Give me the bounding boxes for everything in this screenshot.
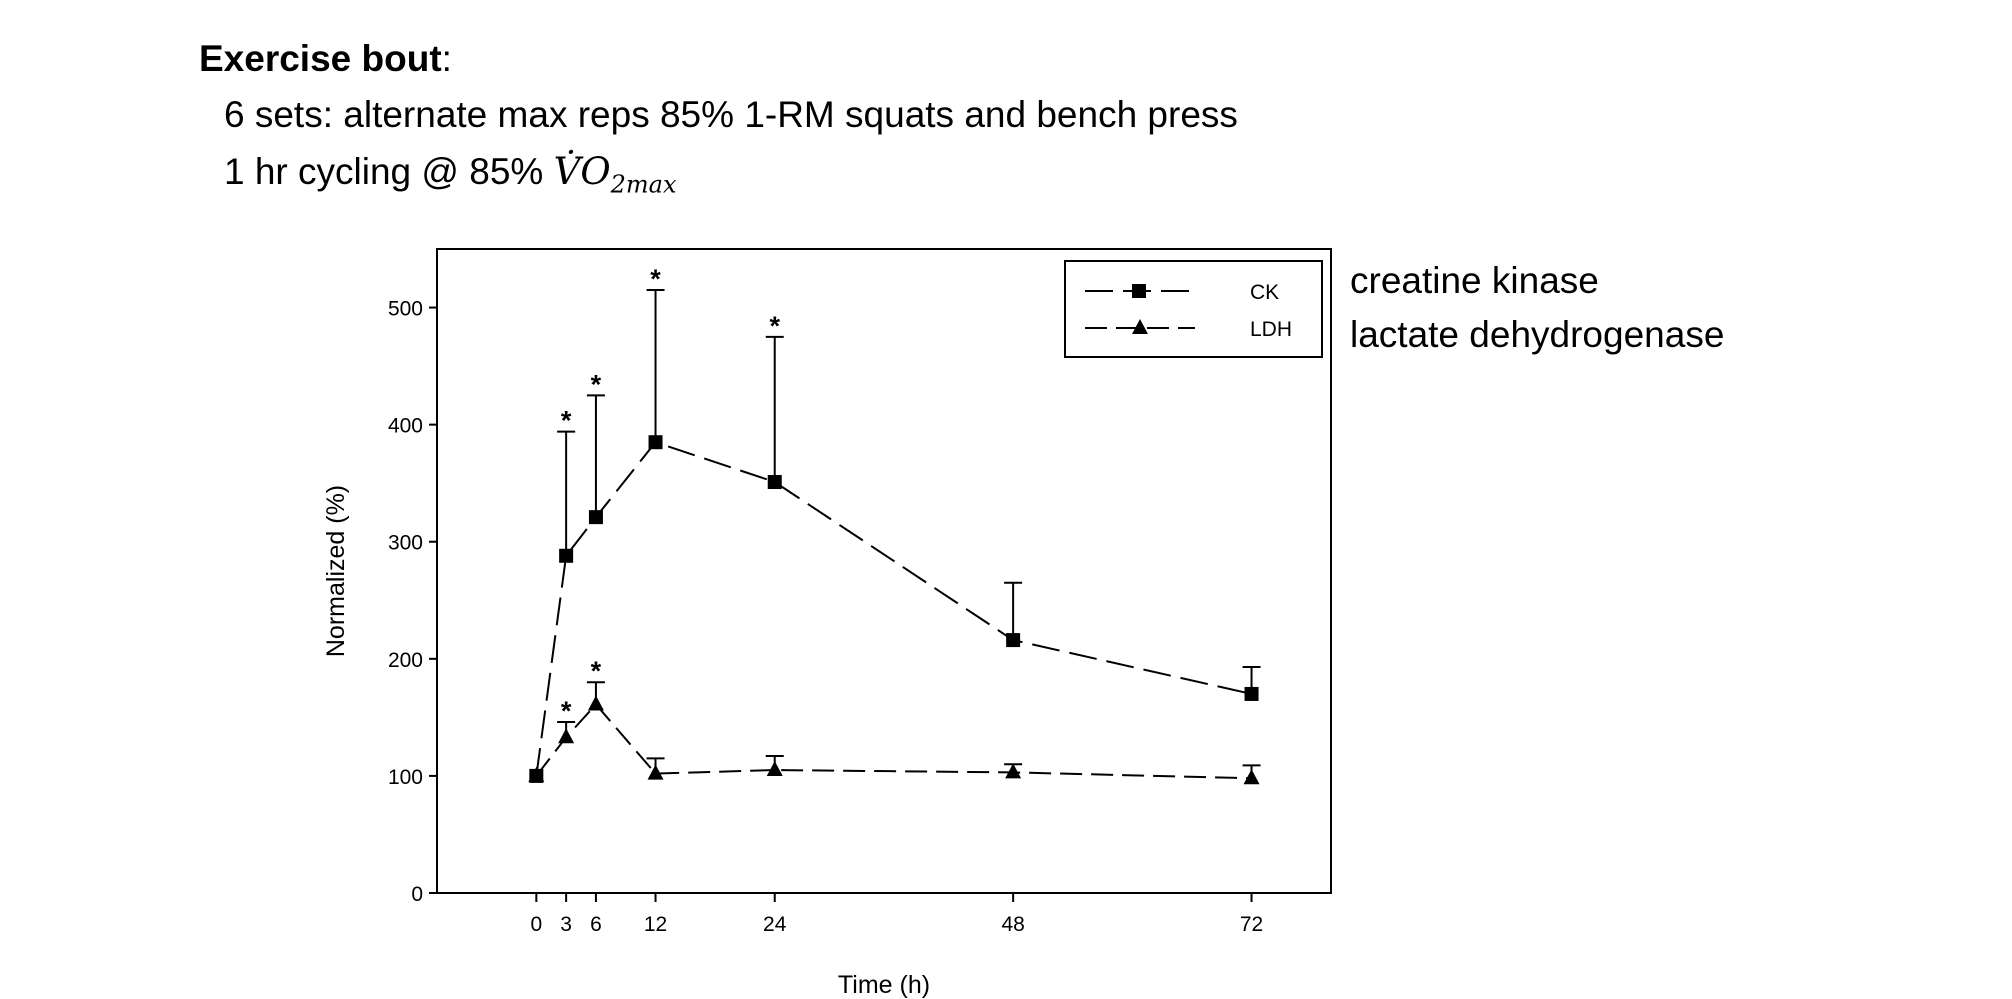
ck-significance-asterisk: * (591, 369, 602, 399)
ck-significance-asterisk: * (769, 311, 780, 341)
protocol-line-1: 6 sets: alternate max reps 85% 1-RM squa… (224, 94, 1238, 135)
x-tick-label: 48 (1001, 913, 1024, 936)
y-axis-label: Normalized (%) (322, 485, 350, 657)
ldh-point (1005, 763, 1022, 779)
x-tick-label: 3 (560, 913, 572, 936)
exercise-bout-title: Exercise bout: (199, 38, 452, 80)
y-tick-label: 0 (411, 883, 423, 906)
ck-point (1244, 686, 1259, 701)
legend-box (1064, 260, 1323, 358)
y-tick-label: 400 (388, 415, 423, 438)
ldh-point (647, 764, 664, 780)
y-tick-label: 200 (388, 649, 423, 672)
protocol-line-2: 1 hr cycling @ 85% V̇O2max (224, 150, 677, 198)
ldh-point (766, 761, 783, 777)
line2-prefix: 1 hr cycling @ 85% (224, 151, 554, 192)
ck-point (588, 510, 603, 525)
y-tick-label: 500 (388, 298, 423, 321)
ck-point (767, 475, 782, 490)
ck-significance-asterisk: * (650, 264, 661, 294)
ck-point (559, 548, 574, 563)
x-tick-label: 72 (1240, 913, 1263, 936)
y-tick-label: 300 (388, 532, 423, 555)
title-colon: : (441, 38, 452, 79)
vo2-symbol: V̇O (553, 150, 611, 193)
vo2-subscript: 2max (610, 170, 677, 199)
x-tick-label: 0 (530, 913, 542, 936)
ck-significance-asterisk: * (561, 406, 572, 436)
legend-ldh-label: LDH (1250, 318, 1292, 341)
legend-ck-label: CK (1250, 281, 1279, 304)
ldh-line (535, 702, 1252, 780)
legend-ck-marker (1132, 284, 1146, 298)
ck-point (1006, 633, 1021, 648)
ldh-significance-asterisk: * (591, 656, 602, 686)
ldh-significance-asterisk: * (561, 696, 572, 726)
y-tick-label: 100 (388, 766, 423, 789)
x-tick-label: 12 (644, 913, 667, 936)
ck-line (535, 441, 1252, 777)
legend-ldh-marker (1132, 319, 1148, 334)
legend: CK LDH (1064, 260, 1323, 358)
x-axis-label: Time (h) (838, 971, 930, 999)
x-tick-label: 24 (763, 913, 787, 936)
x-tick-label: 6 (590, 913, 602, 936)
ldh-point (587, 695, 604, 711)
ck-point (648, 435, 663, 450)
ldh-full-name: lactate dehydrogenase (1350, 314, 1725, 355)
title-bold: Exercise bout (199, 38, 442, 79)
ldh-point (528, 766, 545, 782)
ldh-point (1243, 769, 1260, 785)
plot-frame (436, 248, 1332, 894)
ldh-point (558, 728, 575, 744)
ck-full-name: creatine kinase (1350, 260, 1599, 301)
